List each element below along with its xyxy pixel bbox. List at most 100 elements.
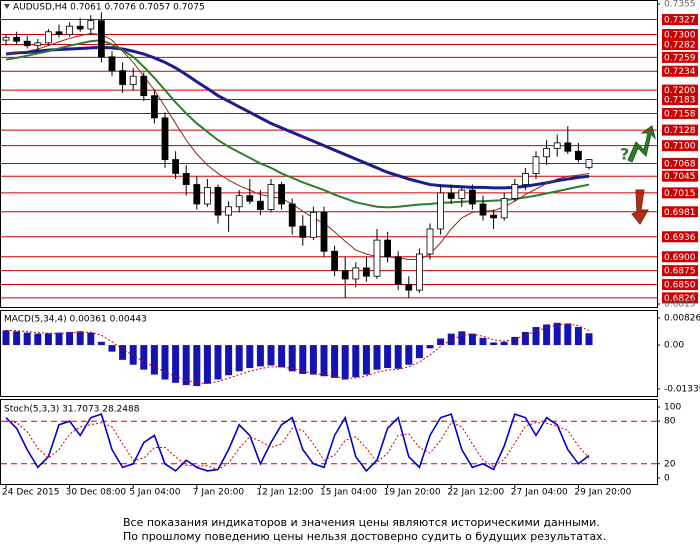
candle-body	[288, 203, 296, 227]
level-label-box	[662, 84, 698, 96]
macd-bar	[2, 330, 10, 346]
x-tick-label: 5 Jan 04:00	[129, 488, 181, 498]
candle-body	[553, 142, 561, 149]
macd-bar	[564, 323, 572, 346]
candle-body	[140, 75, 148, 97]
level-label-box	[662, 231, 698, 243]
level-label: 0.7015	[664, 189, 696, 199]
signal-line	[5, 323, 590, 384]
candle-body	[55, 31, 63, 35]
macd-bar	[129, 345, 137, 365]
macd-bar	[76, 331, 84, 346]
macd-bar	[97, 341, 105, 346]
macd-bar	[521, 331, 529, 346]
footer-line: По прошлому поведению цены нельзя достов…	[123, 530, 606, 543]
level-label: 0.7327	[664, 16, 696, 26]
candle-body	[522, 173, 529, 185]
candle-body	[532, 156, 540, 174]
candle-body	[23, 40, 31, 47]
candle-body	[150, 95, 158, 119]
up-arrow	[627, 125, 656, 163]
level-label: 0.7300	[664, 31, 696, 41]
macd-bar	[394, 345, 402, 369]
candle-body	[203, 186, 211, 205]
level-label: 0.7128	[664, 126, 696, 136]
macd-bar	[362, 345, 370, 375]
candle-body	[87, 20, 95, 30]
macd-bar	[150, 345, 158, 375]
level-label: 0.7100	[664, 142, 696, 152]
level-label: 0.6900	[664, 253, 696, 263]
x-tick-label: 27 Jan 04:00	[511, 488, 568, 498]
candle-body	[76, 25, 84, 30]
level-label: 0.6981	[664, 208, 696, 218]
x-tick-label: 22 Jan 12:00	[447, 488, 504, 498]
candle-body	[394, 256, 402, 285]
candle-body	[575, 150, 582, 160]
candle-body	[362, 267, 370, 277]
macd-bar	[87, 332, 95, 346]
annotation: ?	[620, 145, 629, 164]
macd-bar	[426, 345, 434, 349]
macd-bar	[172, 345, 180, 383]
macd-bar	[203, 345, 211, 384]
level-label: 0.7068	[664, 159, 696, 169]
macd-bar	[182, 345, 190, 386]
candle-body	[405, 284, 413, 291]
macd-bar	[299, 345, 307, 374]
level-label: 0.6850	[664, 281, 696, 291]
macd-bar	[44, 333, 52, 346]
macd-bar	[352, 345, 360, 378]
level-label-box	[662, 51, 698, 63]
candle-body	[129, 75, 137, 85]
candle-body	[341, 270, 349, 280]
level-label: 0.7045	[664, 172, 696, 182]
macd-bar	[55, 332, 63, 346]
level-label-box	[662, 265, 698, 277]
candle-body	[543, 148, 550, 158]
level-label-box	[662, 157, 698, 169]
level-label-box	[662, 29, 698, 41]
macd-bar	[288, 345, 296, 372]
macd-title: MACD(5,34,4) 0.00361 0.00443	[4, 315, 147, 325]
level-label-box	[662, 292, 698, 304]
level-label: 0.6936	[664, 233, 696, 243]
candle-body	[331, 250, 339, 272]
candle-body	[309, 211, 317, 238]
macd-bar	[119, 345, 127, 360]
candle-body	[172, 159, 180, 174]
candle-body	[458, 189, 466, 199]
macd-bar	[331, 345, 339, 378]
x-tick-label: 24 Dec 2015	[2, 488, 60, 498]
macd-bar	[437, 338, 445, 346]
x-tick-label: 15 Jan 04:00	[320, 488, 377, 498]
macd-bar	[341, 345, 349, 380]
candle-body	[479, 203, 487, 216]
forecast-icons	[627, 125, 656, 225]
x-tick-label: 30 Dec 08:00	[66, 488, 127, 498]
stoch-frame	[0, 399, 658, 485]
candle-body	[225, 206, 233, 216]
macd-bar	[479, 337, 487, 346]
level-label-box	[662, 14, 698, 26]
candle-body	[214, 186, 222, 216]
candle-body	[373, 239, 381, 277]
candle-body	[384, 239, 392, 258]
main-frame	[0, 0, 658, 308]
level-label-box	[662, 251, 698, 263]
candle-body	[426, 228, 434, 255]
level-label-box	[662, 170, 698, 182]
candle-body	[193, 184, 201, 205]
macd-bar	[193, 345, 201, 387]
level-label: 0.6875	[664, 267, 696, 277]
macd-bar	[458, 331, 466, 346]
macd-bar	[161, 345, 169, 380]
candle-body	[108, 56, 116, 72]
candle-body	[278, 184, 286, 205]
macd-bar	[256, 345, 264, 367]
macd-bar	[384, 345, 392, 369]
macd-bar	[447, 333, 455, 346]
level-label-box	[662, 124, 698, 136]
moving-average	[5, 32, 590, 261]
macd-bar	[66, 331, 74, 346]
